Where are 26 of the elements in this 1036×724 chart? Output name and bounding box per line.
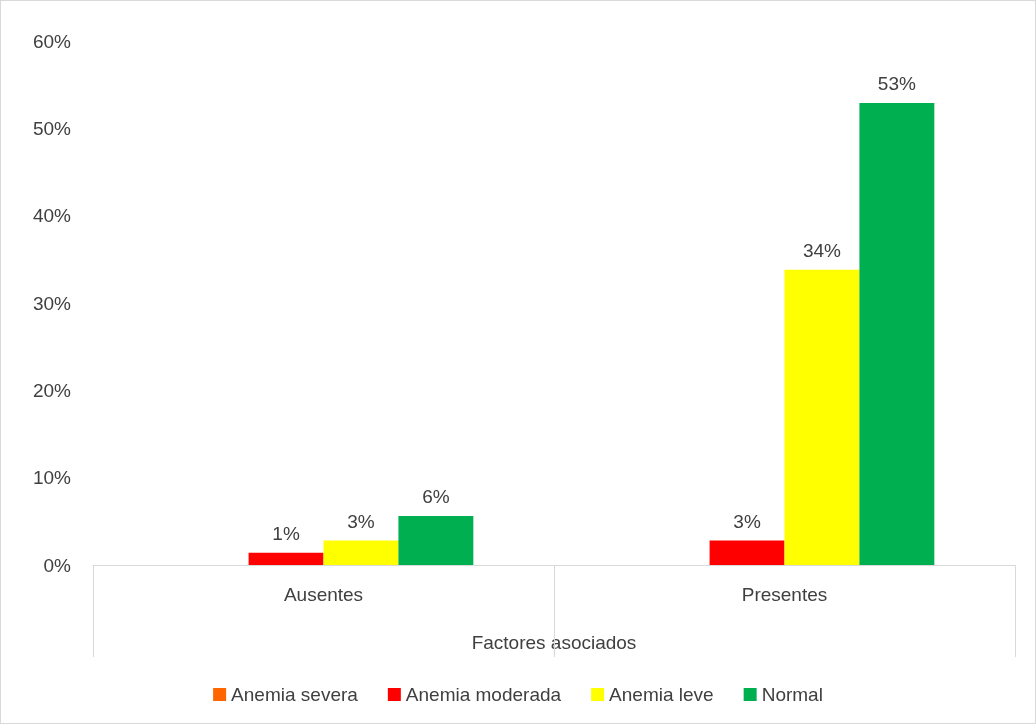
bar — [248, 552, 324, 565]
y-tick-label: 0% — [43, 554, 72, 576]
legend-label: Normal — [761, 684, 823, 705]
y-tick-label: 20% — [32, 379, 72, 401]
data-label: 53% — [877, 73, 916, 95]
y-tick-label: 40% — [32, 205, 72, 227]
y-tick-label: 10% — [32, 467, 72, 489]
x-tick-label: Presentes — [741, 584, 828, 605]
y-tick-label: 50% — [32, 117, 72, 139]
bar — [859, 103, 935, 565]
bar — [398, 516, 474, 565]
x-axis-title: Factores asociados — [471, 632, 637, 653]
bar — [709, 540, 785, 565]
data-label: 3% — [733, 510, 761, 532]
data-label: 1% — [272, 522, 300, 544]
x-tick-label: Ausentes — [283, 584, 364, 605]
legend-label: Anemia leve — [609, 684, 714, 705]
y-tick-label: 30% — [32, 292, 72, 314]
data-label: 6% — [422, 486, 450, 508]
bar — [323, 540, 399, 565]
bar — [784, 269, 860, 565]
legend-label: Anemia moderada — [405, 684, 562, 705]
data-label: 34% — [802, 239, 842, 261]
y-tick-label: 60% — [32, 30, 72, 52]
data-label: 3% — [347, 510, 375, 532]
legend-label: Anemia severa — [231, 684, 359, 705]
